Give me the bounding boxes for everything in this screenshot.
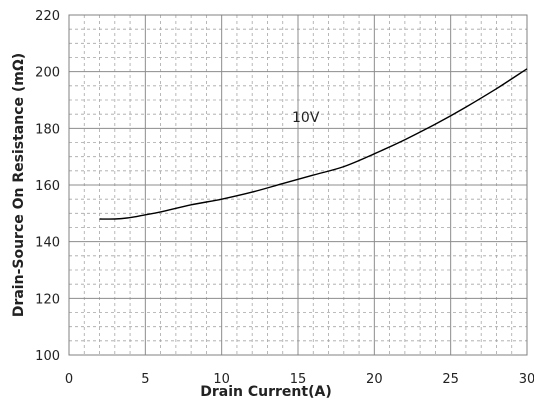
x-tick-label: 0 (65, 372, 73, 387)
x-tick-label: 25 (442, 372, 459, 387)
x-tick-label: 5 (141, 372, 149, 387)
y-tick-label: 100 (35, 349, 60, 364)
series-layer (99, 68, 528, 220)
y-tick-label: 220 (35, 9, 60, 24)
x-tick-label: 30 (519, 372, 534, 387)
x-tick-label: 20 (366, 372, 383, 387)
x-tick-label: 15 (290, 372, 307, 387)
y-tick-label: 200 (35, 66, 60, 81)
y-tick-label: 120 (35, 292, 60, 307)
y-tick-label: 140 (35, 236, 60, 251)
x-axis-ticks: 0 5 10 15 20 25 30 (65, 372, 534, 387)
x-tick-label: 10 (213, 372, 230, 387)
x-axis-title: Drain Current(A) (200, 384, 331, 400)
y-axis-ticks: 100 120 140 160 180 200 220 (35, 9, 60, 364)
series-line-10v (99, 68, 528, 220)
y-tick-label: 180 (35, 122, 60, 137)
y-axis-title: Drain-Source On Resistance (mΩ) (11, 53, 27, 317)
y-tick-label: 160 (35, 179, 60, 194)
curve-annotation: 10V (292, 110, 320, 126)
plot-frame (68, 14, 528, 356)
